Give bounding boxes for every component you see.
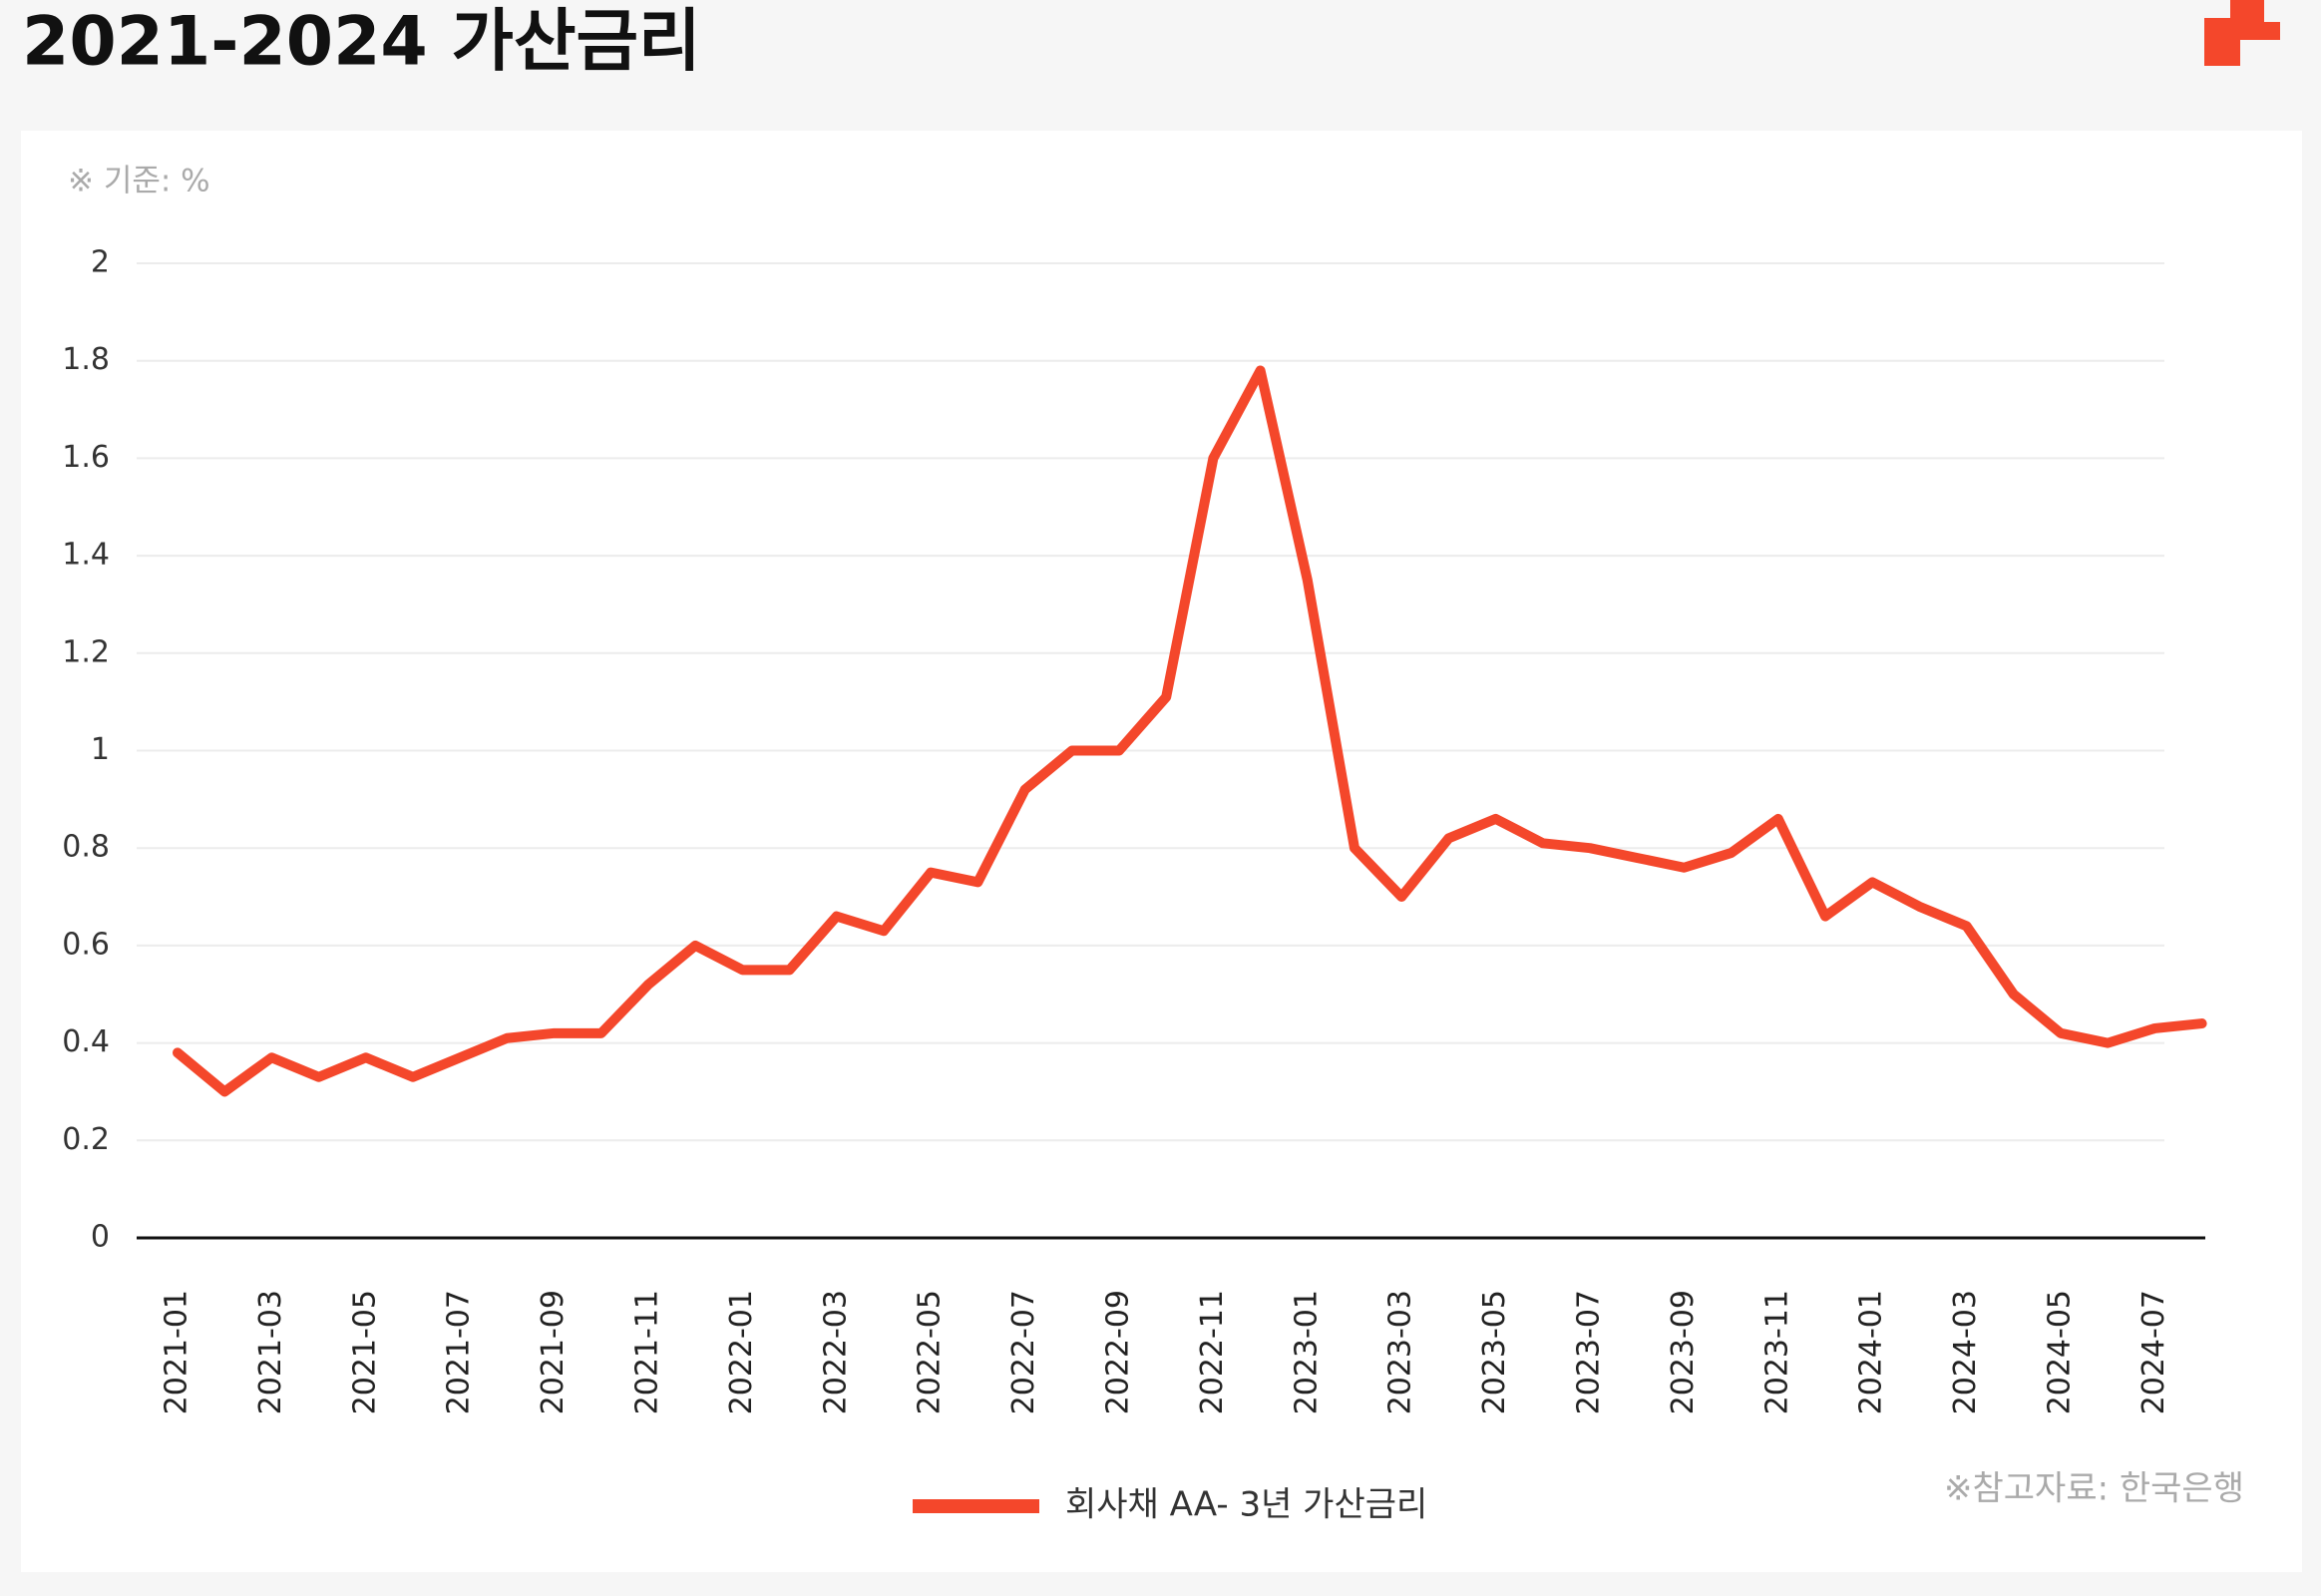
panel [21,131,2302,1572]
x-tick-label: 2021-05 [347,1290,382,1414]
x-tick-label: 2021-01 [160,1290,194,1414]
x-tick-label: 2023-01 [1289,1290,1324,1414]
x-tick-label: 2024-01 [1854,1290,1889,1414]
y-tick-label: 0.2 [62,1122,110,1157]
x-tick-label: 2023-07 [1572,1290,1607,1414]
y-tick-label: 0.6 [62,927,110,962]
x-tick-label: 2022-11 [1195,1290,1230,1414]
x-tick-label: 2021-09 [536,1290,571,1414]
y-tick-label: 1.4 [62,538,110,573]
data-line [173,365,2207,1097]
y-tick-label: 1.8 [62,342,110,377]
legend-label: 회사채 AA- 3년 가산금리 [1065,1485,1427,1525]
x-tick-label: 2021-03 [253,1290,288,1414]
y-tick-label: 1.2 [62,634,110,669]
x-tick-label: 2023-03 [1383,1290,1418,1414]
x-tick-label: 2023-11 [1759,1290,1794,1414]
logo [2204,0,2284,66]
x-tick-label: 2024-05 [2043,1290,2078,1414]
source: ※참고자료: 한국은행 [1944,1469,2244,1509]
logo-cut [2264,0,2284,22]
x-tick-label: 2022-05 [913,1290,948,1414]
x-tick-label: 2023-09 [1666,1290,1701,1414]
y-tick-label: 0 [91,1220,110,1255]
chart-title: 2021-2024 가산금리 [22,3,701,82]
y-tick-label: 1.6 [62,440,110,475]
y-tick-label: 0.8 [62,830,110,865]
y-tick-label: 0.4 [62,1024,110,1059]
y-tick-label: 1 [91,732,110,767]
x-tick-label: 2021-11 [630,1290,665,1414]
y-tick-label: 2 [91,245,110,280]
unit-note: ※ 기준: % [68,164,210,200]
x-tick-label: 2022-09 [1101,1290,1136,1414]
x-tick-label: 2021-07 [442,1290,477,1414]
x-tick-label: 2023-05 [1477,1290,1512,1414]
x-tick-label: 2022-07 [1006,1290,1041,1414]
x-tick-label: 2022-03 [818,1290,853,1414]
x-tick-label: 2022-01 [724,1290,759,1414]
x-tick-label: 2024-03 [1948,1290,1983,1414]
x-tick-label: 2024-07 [2136,1290,2171,1414]
